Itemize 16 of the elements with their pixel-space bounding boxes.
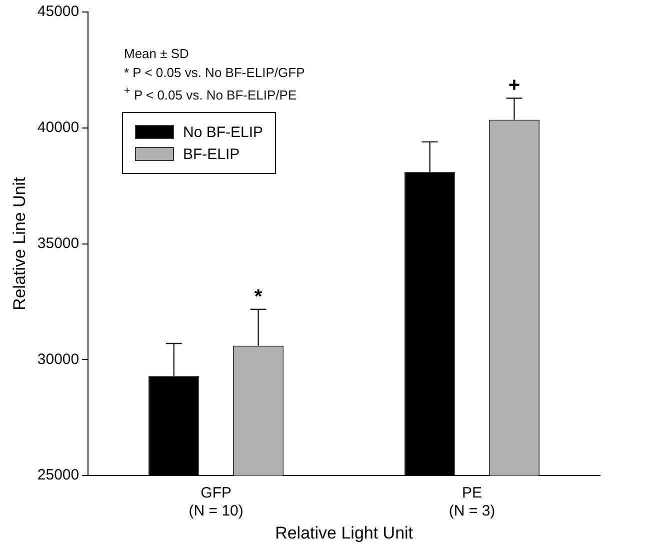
annotation: * P < 0.05 vs. No BF-ELIP/GFP [124,64,305,82]
annotation: + [508,74,520,97]
legend-label: BF-ELIP [183,146,240,162]
x-tick-label: GFP (N = 10) [188,484,244,520]
x-tick-label: PE (N = 3) [448,484,496,520]
legend-label: No BF-ELIP [183,124,264,140]
annotation: Mean ± SD [124,45,190,63]
y-axis-title: Relative Line Unit [10,176,29,310]
annotation: * [254,286,262,308]
x-axis-title: Relative Light Unit [275,523,414,542]
annotation: $^{+}$ P < 0.05 vs. No BF-ELIP/PE [124,84,298,104]
y-tick-label: 25000 [37,466,80,484]
y-tick-label: 45000 [37,3,80,20]
y-tick-label: 40000 [37,119,80,136]
y-tick-label: 35000 [37,234,80,252]
y-tick-label: 30000 [37,350,80,368]
